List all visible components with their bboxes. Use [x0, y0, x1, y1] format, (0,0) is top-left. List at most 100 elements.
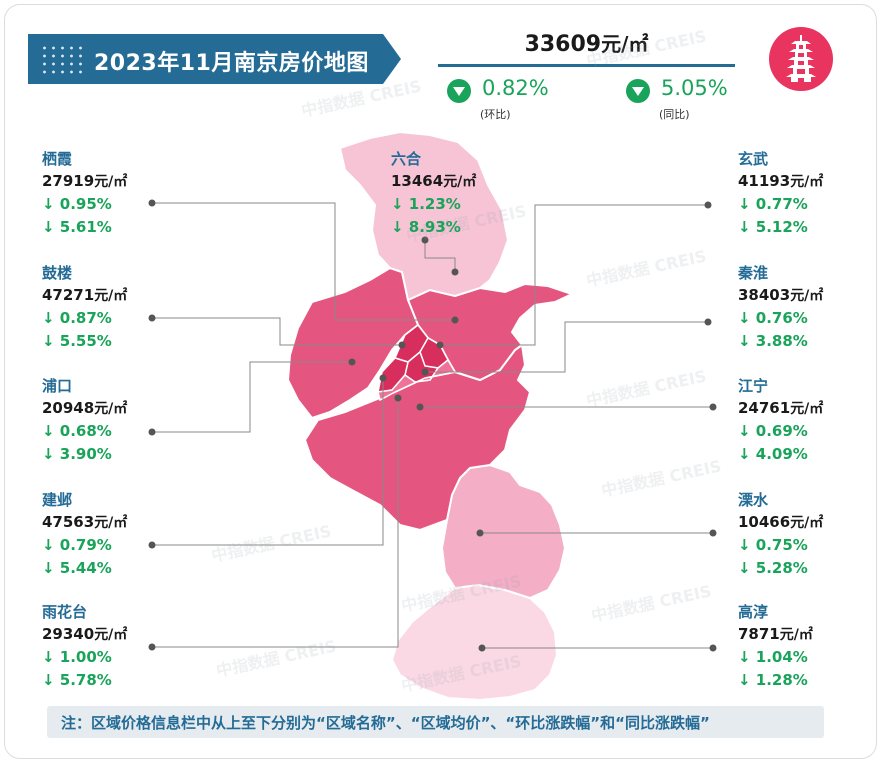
price-unit: 元/㎡: [94, 288, 128, 304]
average-divider: [438, 64, 735, 67]
district-name: 玄武: [738, 150, 769, 168]
leader-dot: [148, 199, 156, 207]
district-name: 六合: [391, 150, 422, 168]
yoy-change-value: 5.05%: [661, 76, 728, 100]
district-name: 栖霞: [42, 150, 73, 168]
district-name: 溧水: [738, 491, 769, 509]
district-price: 27919元/㎡: [42, 170, 172, 193]
district-mom: ↓ 0.69%: [738, 422, 808, 440]
leader-lines: [152, 202, 713, 649]
district-price: 10466元/㎡: [738, 511, 868, 534]
leader-dot: [704, 318, 712, 326]
leader-dot: [436, 341, 444, 349]
district-lishui[interactable]: [440, 463, 567, 600]
district-panel-qinhuai: 秦淮 38403元/㎡ ↓ 0.76% ↓ 3.88%: [738, 262, 868, 353]
leader-pukou: [152, 361, 352, 433]
district-panel-xuanwu: 玄武 41193元/㎡ ↓ 0.77% ↓ 5.12%: [738, 148, 868, 239]
triangle-down-icon: [626, 79, 650, 103]
district-panel-jianye: 建邺 47563元/㎡ ↓ 0.79% ↓ 5.44%: [42, 489, 172, 580]
price-value: 27919: [42, 172, 95, 190]
leader-dot: [421, 236, 429, 244]
district-name: 秦淮: [738, 264, 769, 282]
district-mom: ↓ 1.04%: [738, 648, 808, 666]
leader-dot: [148, 541, 156, 549]
price-value: 10466: [738, 513, 791, 531]
leader-dot: [379, 374, 387, 382]
mom-change-value: 0.82%: [482, 76, 549, 100]
district-name: 江宁: [738, 377, 769, 395]
price-value: 47271: [42, 286, 95, 304]
district-price: 47563元/㎡: [42, 511, 172, 534]
district-mom: ↓ 0.75%: [738, 536, 808, 554]
price-unit: 元/㎡: [94, 627, 128, 643]
district-price: 13464元/㎡: [391, 170, 521, 193]
leader-qinhuai: [425, 321, 708, 373]
leader-jianye: [152, 378, 384, 546]
district-yuhuatai[interactable]: [377, 358, 457, 402]
city-average-unit: 元/㎡: [601, 32, 649, 56]
district-name: 高淳: [738, 603, 769, 621]
district-price: 29340元/㎡: [42, 623, 172, 646]
district-price: 47271元/㎡: [42, 284, 172, 307]
district-name: 鼓楼: [42, 264, 73, 282]
district-panel-gulou: 鼓楼 47271元/㎡ ↓ 0.87% ↓ 5.55%: [42, 262, 172, 353]
price-value: 20948: [42, 399, 95, 417]
leader-dot: [398, 341, 406, 349]
price-value: 29340: [42, 625, 95, 643]
price-unit: 元/㎡: [790, 401, 824, 417]
dot-grid-decoration: [40, 44, 88, 76]
district-panel-qixia: 栖霞 27919元/㎡ ↓ 0.95% ↓ 5.61%: [42, 148, 172, 239]
district-mom: ↓ 1.23%: [391, 195, 461, 213]
pagoda-logo: [769, 27, 833, 91]
price-unit: 元/㎡: [94, 515, 128, 531]
triangle-down-icon: [447, 79, 471, 103]
price-value: 24761: [738, 399, 791, 417]
district-mom: ↓ 1.00%: [42, 648, 112, 666]
district-gaochun[interactable]: [390, 583, 559, 702]
leader-luhe: [424, 240, 456, 272]
district-mom: ↓ 0.76%: [738, 309, 808, 327]
district-yoy: ↓ 5.78%: [42, 671, 112, 689]
district-yoy: ↓ 5.55%: [42, 332, 112, 350]
district-yoy: ↓ 4.09%: [738, 445, 808, 463]
district-yoy: ↓ 5.28%: [738, 559, 808, 577]
price-unit: 元/㎡: [94, 174, 128, 190]
yoy-change-label: (同比): [659, 108, 690, 121]
district-yoy: ↓ 5.12%: [738, 218, 808, 236]
price-unit: 元/㎡: [790, 515, 824, 531]
leader-dot: [421, 368, 429, 376]
price-unit: 元/㎡: [779, 627, 813, 643]
leader-dot: [709, 644, 717, 652]
price-value: 47563: [42, 513, 95, 531]
price-unit: 元/㎡: [443, 174, 477, 190]
leader-dot: [394, 394, 402, 402]
district-name: 浦口: [42, 377, 73, 395]
district-name: 雨花台: [42, 603, 88, 621]
price-value: 41193: [738, 172, 791, 190]
city-average-price: 33609元/㎡: [438, 28, 735, 57]
district-luhe[interactable]: [338, 130, 510, 302]
footnote: 注：区域价格信息栏中从上至下分别为“区域名称”、“区域均价”、“环比涨跌幅”和“…: [47, 706, 824, 738]
district-mom: ↓ 0.79%: [42, 536, 112, 554]
leader-dot: [148, 428, 156, 436]
district-price: 20948元/㎡: [42, 397, 172, 420]
district-panel-pukou: 浦口 20948元/㎡ ↓ 0.68% ↓ 3.90%: [42, 375, 172, 466]
leader-dot: [709, 403, 717, 411]
leader-dots: [148, 199, 717, 652]
district-yoy: ↓ 3.90%: [42, 445, 112, 463]
price-unit: 元/㎡: [790, 174, 824, 190]
mom-change-label: (环比): [480, 108, 511, 121]
district-price: 24761元/㎡: [738, 397, 868, 420]
leader-yuhuatai: [152, 398, 399, 648]
district-yoy: ↓ 5.44%: [42, 559, 112, 577]
district-mom: ↓ 0.77%: [738, 195, 808, 213]
leader-xuanwu: [440, 204, 708, 346]
city-average-value: 33609: [524, 32, 602, 57]
district-name: 建邺: [42, 491, 73, 509]
leader-dot: [451, 316, 459, 324]
district-yoy: ↓ 8.93%: [391, 218, 461, 236]
district-price: 38403元/㎡: [738, 284, 868, 307]
leader-dot: [478, 644, 486, 652]
district-mom: ↓ 0.95%: [42, 195, 112, 213]
page-title: 2023年11月南京房价地图: [94, 51, 369, 76]
